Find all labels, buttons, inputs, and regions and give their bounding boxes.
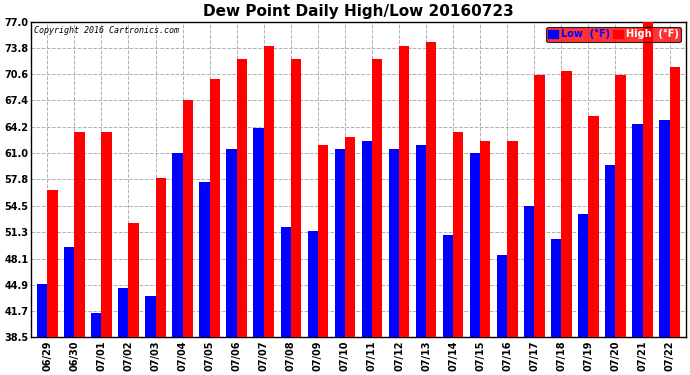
Bar: [416, 145, 426, 338]
Bar: [589, 116, 599, 338]
Bar: [660, 120, 669, 338]
Bar: [615, 75, 626, 338]
Bar: [642, 22, 653, 338]
Bar: [64, 247, 75, 338]
Bar: [281, 227, 290, 338]
Bar: [399, 46, 409, 338]
Bar: [480, 141, 491, 338]
Bar: [534, 75, 544, 338]
Bar: [183, 100, 193, 338]
Bar: [128, 223, 139, 338]
Bar: [318, 145, 328, 338]
Bar: [453, 132, 464, 338]
Legend: Low  (°F), High  (°F): Low (°F), High (°F): [546, 27, 681, 42]
Bar: [335, 149, 345, 338]
Bar: [48, 190, 57, 338]
Bar: [372, 58, 382, 338]
Bar: [524, 206, 534, 338]
Bar: [470, 153, 480, 338]
Bar: [507, 141, 518, 338]
Bar: [308, 231, 318, 338]
Bar: [75, 132, 85, 338]
Bar: [562, 71, 571, 338]
Bar: [443, 235, 453, 338]
Bar: [172, 153, 183, 338]
Bar: [345, 136, 355, 338]
Bar: [210, 79, 220, 338]
Title: Dew Point Daily High/Low 20160723: Dew Point Daily High/Low 20160723: [203, 4, 514, 19]
Bar: [290, 58, 301, 338]
Bar: [146, 296, 155, 338]
Bar: [118, 288, 128, 338]
Bar: [37, 284, 48, 338]
Bar: [551, 239, 562, 338]
Bar: [426, 42, 436, 338]
Bar: [226, 149, 237, 338]
Bar: [91, 313, 101, 338]
Bar: [237, 58, 247, 338]
Bar: [101, 132, 112, 338]
Bar: [155, 177, 166, 338]
Bar: [669, 67, 680, 338]
Bar: [199, 182, 210, 338]
Bar: [632, 124, 642, 338]
Bar: [264, 46, 274, 338]
Text: Copyright 2016 Cartronics.com: Copyright 2016 Cartronics.com: [34, 27, 179, 36]
Bar: [497, 255, 507, 338]
Bar: [388, 149, 399, 338]
Bar: [253, 128, 264, 338]
Bar: [605, 165, 615, 338]
Bar: [362, 141, 372, 338]
Bar: [578, 214, 589, 338]
